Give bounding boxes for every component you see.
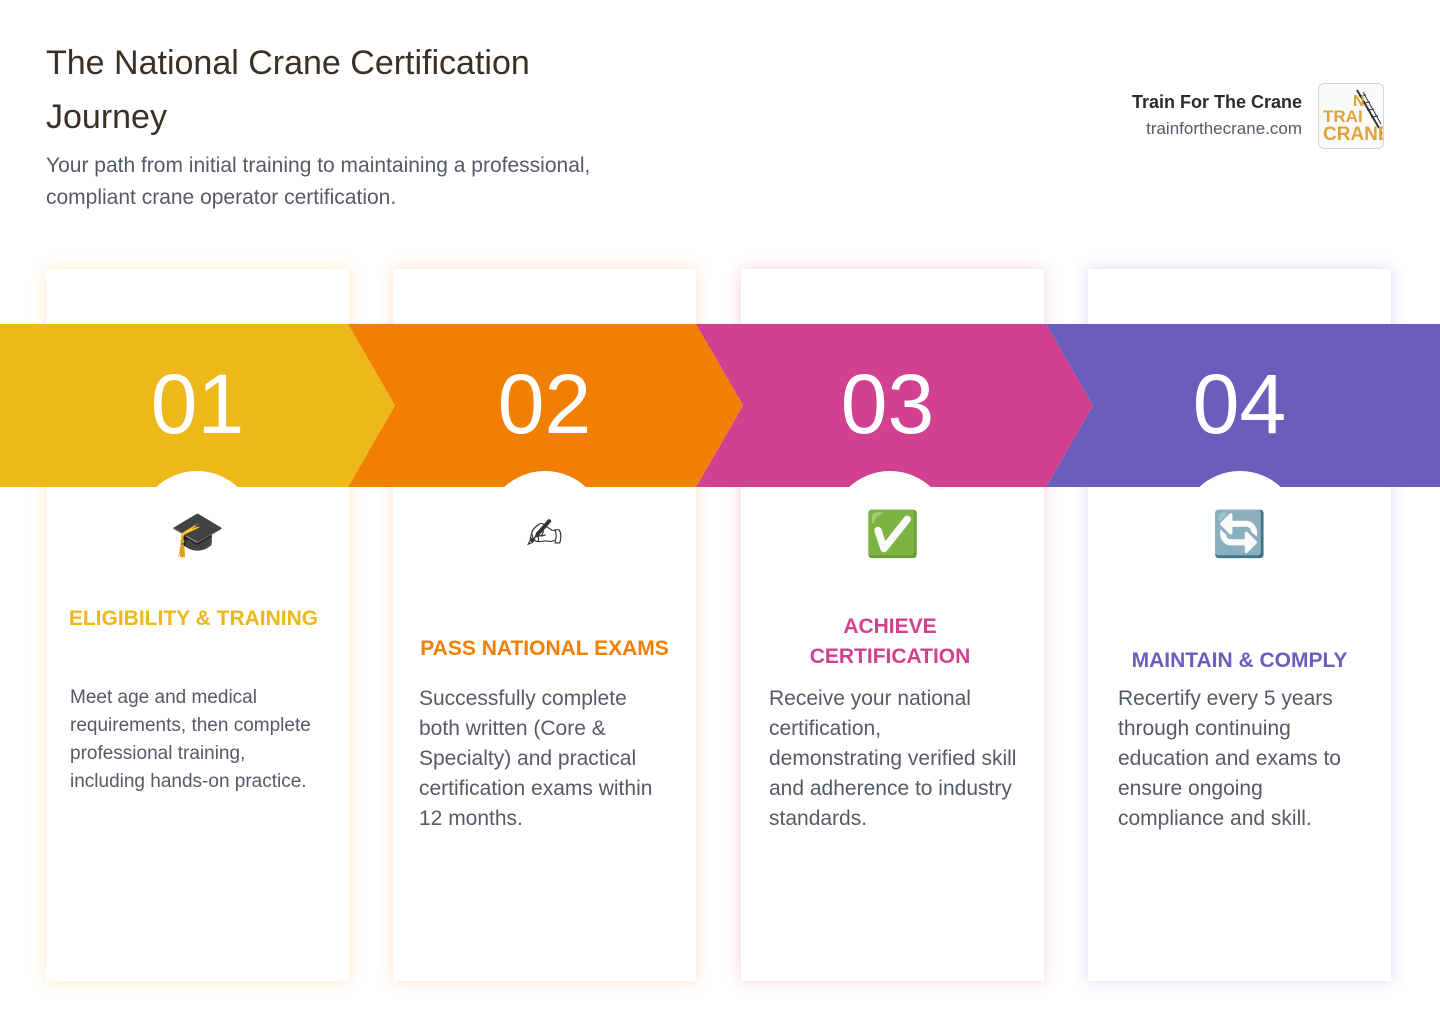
page-subtitle: Your path from initial training to maint… bbox=[46, 154, 591, 209]
writing-hand-icon: ✍ bbox=[526, 509, 563, 560]
check-mark-icon: ✅ bbox=[865, 509, 920, 560]
step-description-4: Recertify every 5 years through continui… bbox=[1118, 687, 1341, 830]
graduation-cap-icon: 🎓 bbox=[170, 509, 225, 560]
brand-name: Train For The Crane bbox=[1131, 92, 1302, 112]
brand-block[interactable]: Train For The Crane trainforthecrane.com… bbox=[1132, 83, 1384, 149]
brand-logo: TRAI N CRANE bbox=[1318, 83, 1384, 149]
step-arrow-band bbox=[0, 324, 1440, 487]
brand-text: Train For The Crane trainforthecrane.com bbox=[1132, 89, 1302, 143]
step-number-4: 04 bbox=[1192, 357, 1287, 451]
step-description-1: Meet age and medical requirements, then … bbox=[70, 687, 311, 792]
svg-text:N: N bbox=[1353, 93, 1365, 110]
step-description-3: Receive your national certification, dem… bbox=[769, 687, 1017, 830]
icon-circle-2 bbox=[485, 471, 605, 591]
svg-text:CRANE: CRANE bbox=[1323, 124, 1383, 145]
icon-circle-1 bbox=[137, 471, 257, 591]
step-number-1: 01 bbox=[150, 357, 245, 451]
step-title-4: Maintain & Comply bbox=[1131, 649, 1348, 672]
svg-text:TRAI: TRAI bbox=[1323, 107, 1363, 126]
step-title-1: Eligibility & Training bbox=[68, 607, 319, 630]
step-arrow-1 bbox=[0, 324, 395, 487]
step-number-3: 03 bbox=[840, 357, 935, 451]
crane-logo-icon: TRAI N CRANE bbox=[1323, 89, 1383, 145]
page-title: The National Crane Certification Journey bbox=[46, 44, 530, 136]
step-description-2: Successfully complete both written (Core… bbox=[419, 687, 653, 830]
step-arrow-2 bbox=[348, 324, 743, 487]
step-title-3: Achieve Certification bbox=[809, 615, 971, 668]
step-arrow-3 bbox=[696, 324, 1093, 487]
icon-circle-3 bbox=[830, 471, 950, 591]
step-arrow-4 bbox=[1046, 324, 1440, 487]
brand-url[interactable]: trainforthecrane.com bbox=[1146, 119, 1302, 138]
step-number-2: 02 bbox=[497, 357, 592, 451]
refresh-icon: 🔄 bbox=[1212, 509, 1267, 560]
step-title-2: Pass National Exams bbox=[420, 637, 669, 660]
icon-circle-4 bbox=[1180, 471, 1300, 591]
